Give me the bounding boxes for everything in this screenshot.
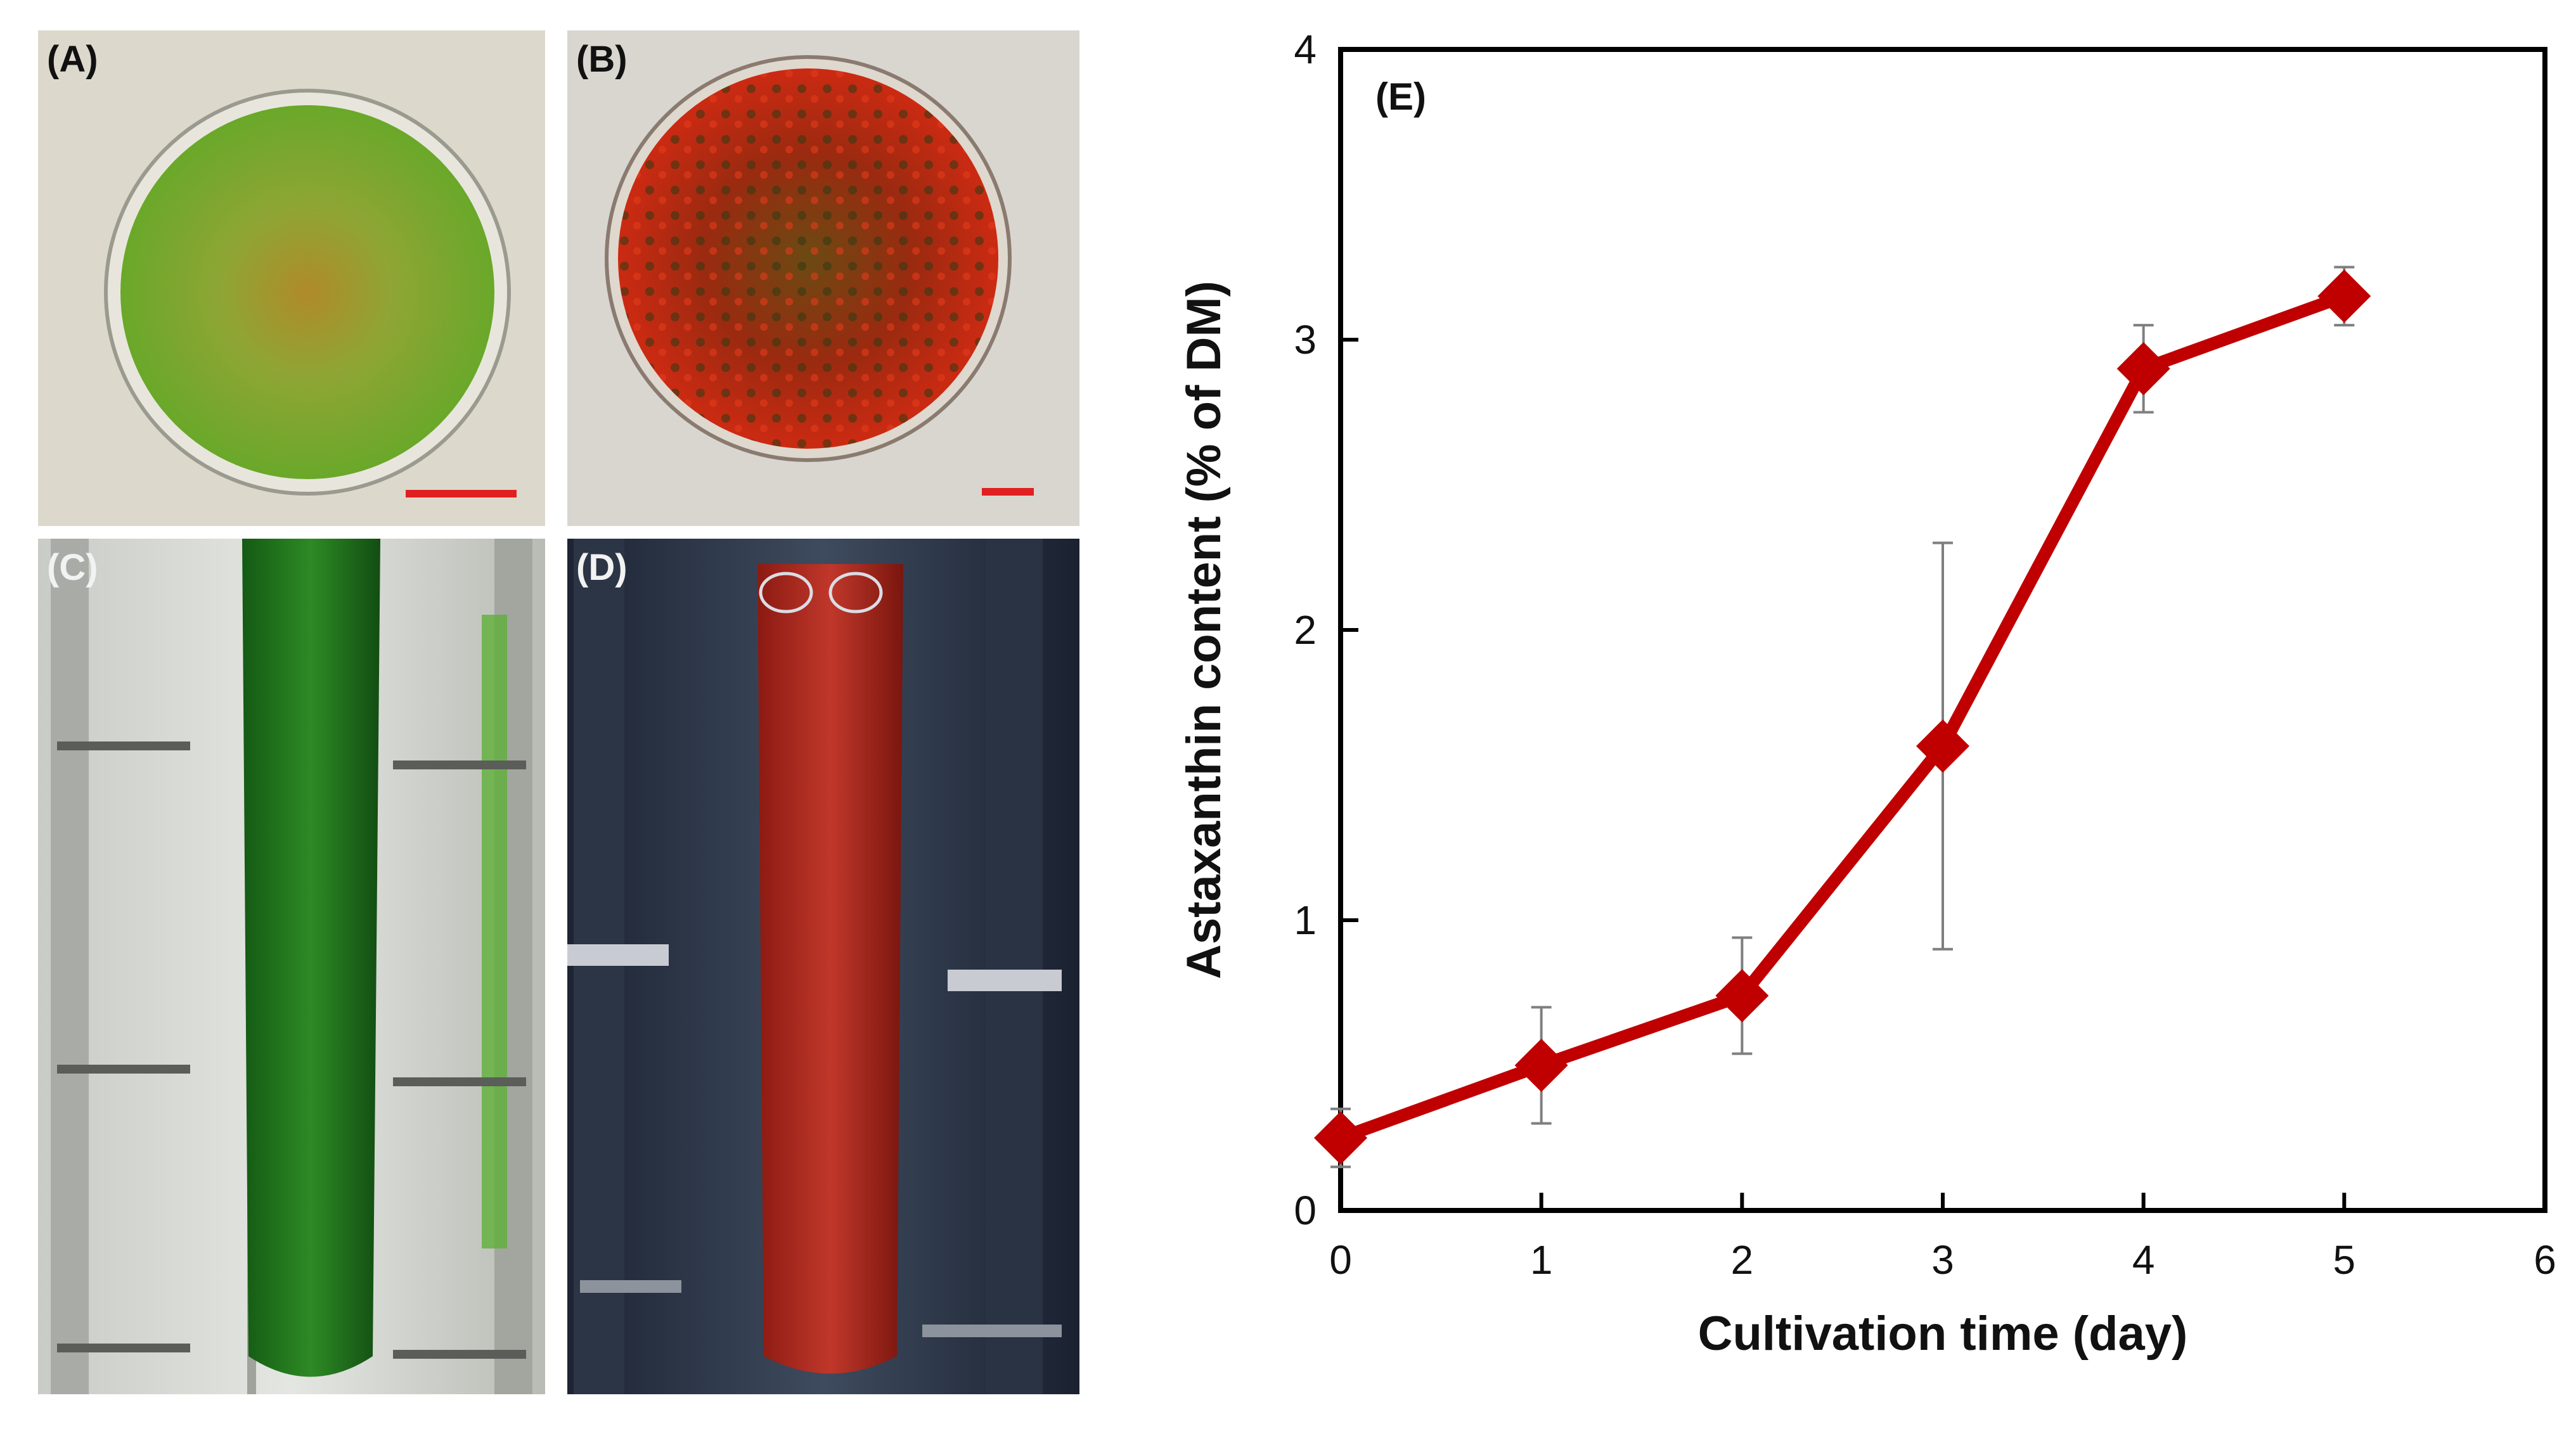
x-tick-label: 0 [1329, 1237, 1352, 1283]
x-tick-label: 3 [1931, 1237, 1954, 1283]
data-point [1916, 719, 1969, 773]
panel-label-e: (E) [1375, 75, 1426, 118]
x-tick-label: 6 [2534, 1237, 2556, 1283]
y-axis-label: Astaxanthin content (% of DM) [1177, 281, 1231, 979]
panel-label-c: (C) [47, 547, 98, 588]
data-point [1715, 969, 1769, 1023]
panel-label-a: (A) [47, 39, 98, 80]
green-cell-image [38, 30, 545, 526]
panel-a-micrograph: (A) [38, 30, 545, 526]
y-tick-label: 3 [1294, 317, 1317, 363]
panel-label-b: (B) [576, 39, 628, 80]
scale-bar [406, 490, 517, 497]
x-tick-label: 5 [2333, 1237, 2356, 1283]
series-line [1334, 290, 2351, 1145]
data-point [2116, 342, 2170, 395]
data-point [2317, 269, 2371, 323]
y-tick-label: 0 [1294, 1188, 1317, 1233]
green-tube-image [38, 539, 545, 1394]
panel-c-photo: (C) [38, 539, 545, 1394]
x-tick-label: 2 [1731, 1237, 1754, 1283]
data-point [1514, 1039, 1568, 1092]
panel-label-d: (D) [576, 547, 628, 588]
red-tube-image [567, 539, 1079, 1394]
y-tick-label: 2 [1294, 607, 1317, 653]
x-tick-label: 1 [1530, 1237, 1553, 1283]
red-cell-image [567, 30, 1079, 526]
astaxanthin-chart: (E) 0 1 2 3 4 0 1 2 3 4 5 6 Cultivation time (day)… [1177, 27, 2556, 1361]
x-tick-label: 4 [2132, 1237, 2155, 1283]
data-point [1314, 1111, 1367, 1165]
y-tick-label: 4 [1294, 27, 1317, 72]
x-axis-label: Cultivation time (day) [1698, 1307, 2188, 1361]
panel-d-photo: (D) [567, 539, 1079, 1394]
panel-b-micrograph: (B) [567, 30, 1079, 526]
scale-bar [982, 488, 1034, 496]
y-tick-label: 1 [1294, 897, 1317, 943]
